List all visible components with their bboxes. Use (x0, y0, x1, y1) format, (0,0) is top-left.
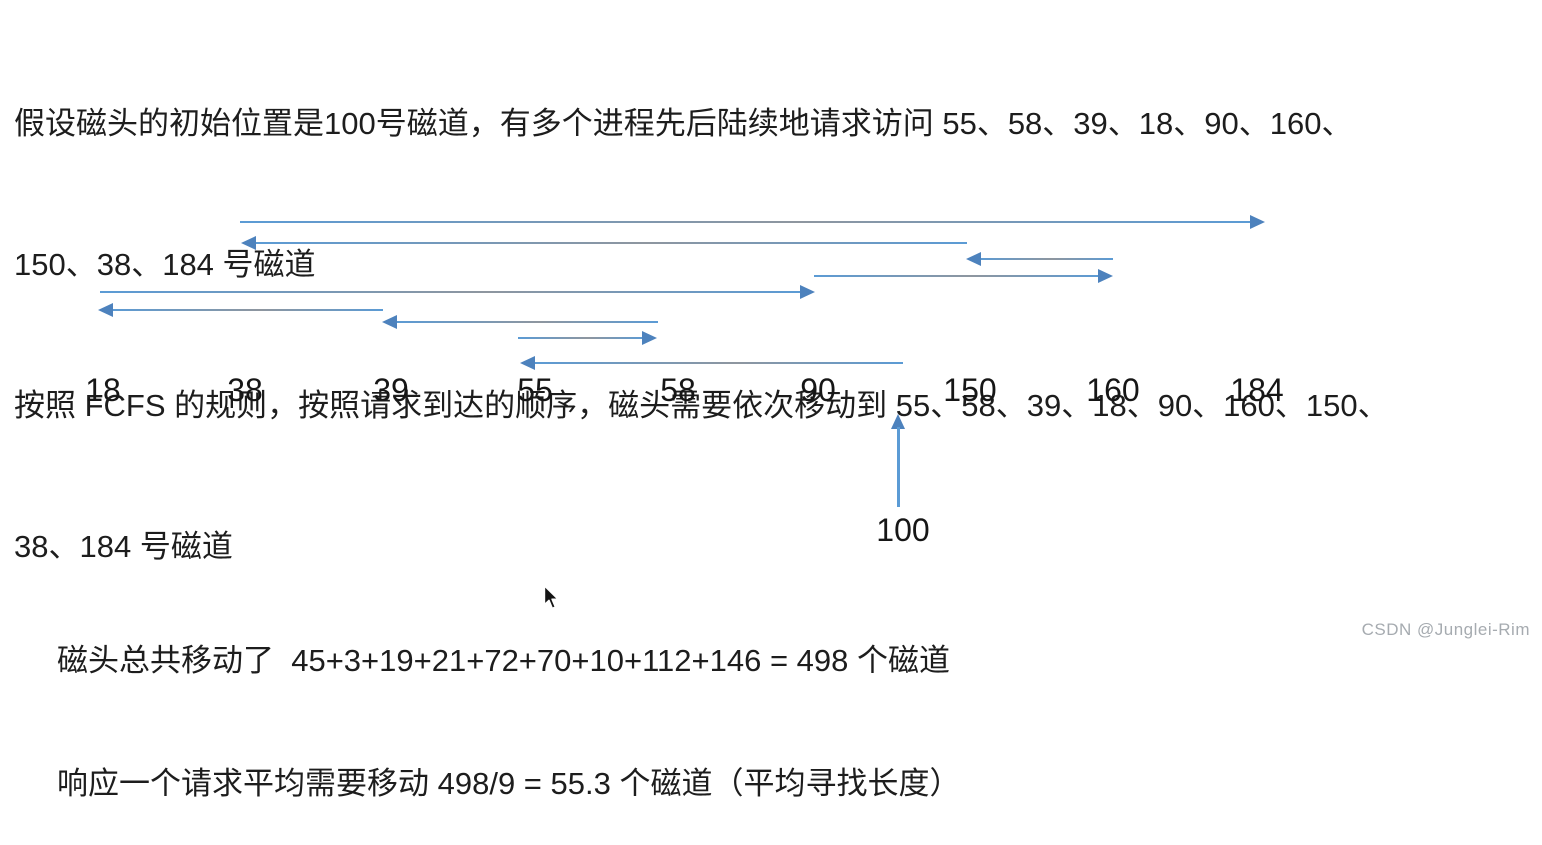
csdn-watermark: CSDN @Junglei-Rim (1361, 620, 1530, 639)
track-label-90: 90 (800, 372, 836, 408)
movement-arrow-90-to-160 (814, 275, 1101, 277)
fcfs-rule-line-2: 38、184 号磁道 (14, 529, 233, 564)
problem-statement: 假设磁头的初始位置是100号磁道，有多个进程先后陆续地请求访问 55、58、39… (14, 6, 1389, 617)
movement-arrow-100-to-55 (532, 362, 903, 364)
arrowhead-90-to-160-right-icon (1098, 269, 1113, 283)
arrowhead-55-to-58-right-icon (642, 331, 657, 345)
track-label-18: 18 (85, 372, 121, 408)
movement-arrow-160-to-150 (978, 258, 1113, 260)
start-pointer-arrowhead-up-icon (891, 414, 905, 429)
mouse-cursor-icon (543, 585, 559, 609)
arrowhead-100-to-55-left-icon (520, 356, 535, 370)
movement-arrow-38-to-184 (240, 221, 1253, 223)
arrowhead-39-to-18-left-icon (98, 303, 113, 317)
problem-line-2: 150、38、184 号磁道 (14, 247, 316, 282)
start-position-label: 100 (876, 512, 930, 548)
movement-arrow-18-to-90 (100, 291, 803, 293)
arrowhead-160-to-150-left-icon (966, 252, 981, 266)
track-label-160: 160 (1086, 372, 1140, 408)
start-pointer-line (896, 427, 900, 507)
movement-arrow-150-to-38 (253, 242, 967, 244)
arrowhead-58-to-39-left-icon (382, 315, 397, 329)
total-movement-line: 磁头总共移动了 45+3+19+21+72+70+10+112+146 = 49… (57, 643, 950, 678)
fcfs-head-movement-diagram: 18 38 39 55 58 90 150 160 184 100 (85, 215, 1284, 548)
movement-arrow-39-to-18 (110, 309, 383, 311)
problem-line-1: 假设磁头的初始位置是100号磁道，有多个进程先后陆续地请求访问 55、58、39… (14, 106, 1353, 141)
fcfs-rule-line-1: 按照 FCFS 的规则，按照请求到达的顺序，磁头需要依次移动到 55、58、39… (14, 388, 1389, 423)
arrowhead-38-to-184-right-icon (1250, 215, 1265, 229)
track-label-38: 38 (227, 372, 263, 408)
track-label-58: 58 (660, 372, 696, 408)
track-label-150: 150 (943, 372, 997, 408)
movement-arrow-55-to-58 (518, 337, 645, 339)
track-label-55: 55 (517, 372, 553, 408)
arrowhead-18-to-90-right-icon (800, 285, 815, 299)
track-label-39: 39 (373, 372, 409, 408)
average-seek-line: 响应一个请求平均需要移动 498/9 = 55.3 个磁道（平均寻找长度） (57, 766, 961, 801)
movement-arrow-58-to-39 (394, 321, 658, 323)
calculation-text: 磁头总共移动了 45+3+19+21+72+70+10+112+146 = 49… (57, 558, 960, 845)
arrowhead-150-to-38-left-icon (241, 236, 256, 250)
track-label-184: 184 (1230, 372, 1284, 408)
